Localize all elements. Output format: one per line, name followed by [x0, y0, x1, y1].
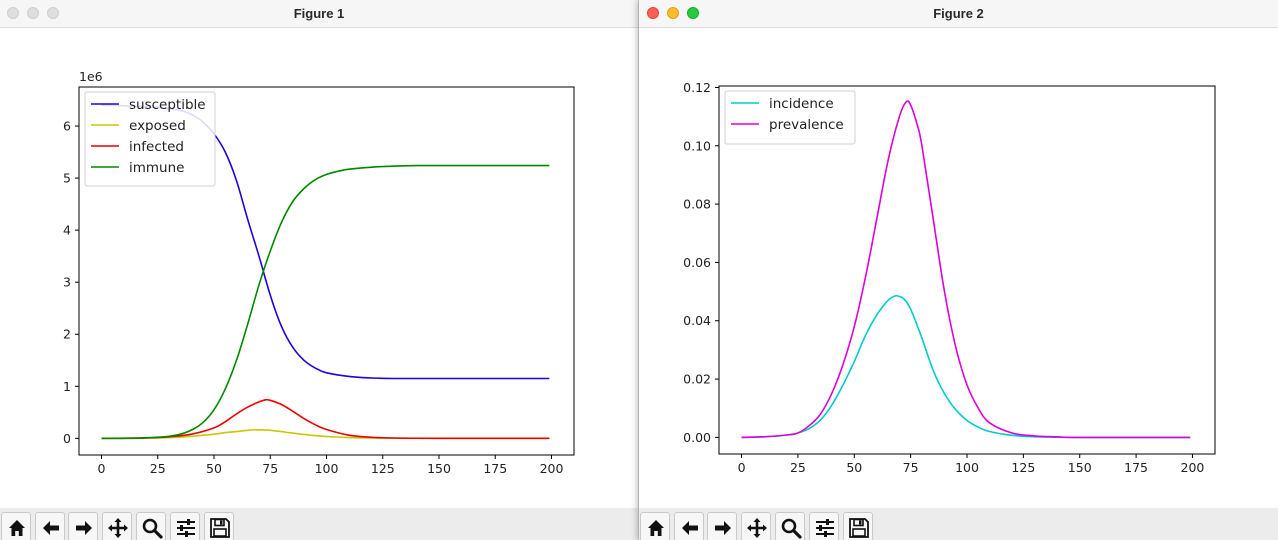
configure-subplots-icon — [177, 519, 195, 537]
y-tick-label: 6 — [63, 119, 71, 134]
x-tick-label: 200 — [1181, 460, 1205, 475]
x-tick-label: 125 — [371, 461, 395, 476]
back-arrow-button[interactable] — [674, 512, 704, 540]
x-tick-label: 75 — [262, 461, 278, 476]
x-tick-label: 0 — [738, 460, 746, 475]
y-tick-label: 2 — [63, 327, 71, 342]
home-button[interactable] — [640, 512, 670, 540]
y-tick-label: 4 — [63, 223, 71, 238]
legend-label-immune: immune — [129, 160, 184, 176]
window-title: Figure 2 — [933, 6, 984, 21]
zoom-icon — [142, 518, 163, 539]
series-line-immune — [101, 164, 550, 440]
y-tick-label: 0.00 — [683, 430, 711, 445]
x-tick-label: 125 — [1011, 460, 1035, 475]
y-tick-label: 3 — [63, 275, 71, 290]
close-button[interactable] — [7, 7, 19, 19]
title-bar[interactable]: Figure 2 — [639, 0, 1278, 28]
configure-subplots-button[interactable] — [170, 512, 200, 540]
x-tick-label: 50 — [206, 461, 222, 476]
pan-button[interactable] — [102, 512, 132, 540]
x-tick-label: 175 — [483, 461, 507, 476]
x-tick-label: 200 — [540, 461, 564, 476]
legend-label-susceptible: susceptible — [129, 97, 206, 113]
back-arrow-icon — [43, 521, 59, 535]
pan-button[interactable] — [741, 512, 771, 540]
pan-icon — [747, 518, 767, 538]
x-tick-label: 25 — [150, 461, 166, 476]
y-tick-label: 0.06 — [683, 255, 711, 270]
title-bar[interactable]: Figure 1 — [0, 0, 638, 28]
legend-label-prevalence: prevalence — [769, 117, 844, 133]
forward-arrow-icon — [715, 521, 731, 535]
close-button[interactable] — [647, 7, 659, 19]
back-arrow-icon — [682, 521, 698, 535]
x-tick-label: 100 — [315, 461, 339, 476]
configure-subplots-icon — [816, 519, 834, 537]
y-offset-label: 1e6 — [79, 69, 103, 84]
configure-subplots-button[interactable] — [809, 512, 839, 540]
legend — [724, 90, 856, 145]
x-tick-label: 175 — [1124, 460, 1148, 475]
navigation-toolbar — [639, 508, 1278, 540]
y-tick-label: 0 — [63, 431, 71, 446]
x-tick-label: 0 — [98, 461, 106, 476]
x-tick-label: 150 — [1068, 460, 1092, 475]
y-tick-label: 0.02 — [683, 372, 711, 387]
navigation-toolbar — [0, 508, 638, 540]
figure-1-chart: 0 25 50 75 100 125 150 175 200 0 1 2 3 4 5 6 1e6 suscepti… — [63, 69, 575, 476]
forward-arrow-button[interactable] — [707, 512, 737, 540]
save-icon — [210, 518, 230, 538]
home-icon — [9, 520, 25, 536]
x-tick-label: 25 — [790, 460, 806, 475]
y-tick-label: 0.04 — [683, 313, 711, 328]
window-title: Figure 1 — [293, 6, 345, 21]
pan-icon — [108, 518, 128, 538]
legend-label-infected: infected — [129, 139, 184, 155]
zoom-icon — [781, 518, 802, 539]
figure-2-chart: 0 25 50 75 100 125 150 175 200 0.00 0.02 0.04 0.06 0.… — [683, 80, 1216, 475]
zoom-button[interactable] — [775, 512, 805, 540]
forward-arrow-button[interactable] — [68, 512, 98, 540]
save-button[interactable] — [204, 512, 234, 540]
zoom-button[interactable] — [687, 7, 699, 19]
figure-2-window: Figure 2 0 25 50 75 100 125 150 175 200 0.00 0.02 0… — [639, 0, 1278, 540]
series-line-incidence — [741, 294, 1191, 439]
zoom-button[interactable] — [136, 512, 166, 540]
series-line-prevalence — [741, 100, 1191, 439]
legend-label-exposed: exposed — [129, 118, 186, 134]
y-tick-label: 0.08 — [683, 197, 711, 212]
save-icon — [849, 518, 869, 538]
series-line-infected — [101, 398, 550, 440]
back-arrow-button[interactable] — [35, 512, 65, 540]
y-tick-label: 0.10 — [683, 138, 711, 153]
x-tick-label: 100 — [955, 460, 979, 475]
save-button[interactable] — [843, 512, 873, 540]
zoom-button[interactable] — [47, 7, 59, 19]
forward-arrow-icon — [76, 521, 92, 535]
home-button[interactable] — [1, 512, 31, 540]
x-tick-label: 75 — [903, 460, 919, 475]
legend-label-incidence: incidence — [769, 96, 834, 112]
y-tick-label: 5 — [63, 171, 71, 186]
minimize-button[interactable] — [667, 7, 679, 19]
y-tick-label: 1 — [63, 379, 71, 394]
figure-1-window: Figure 1 0 25 50 75 100 125 150 175 200 0 1 2 3 4 5 6 1e… — [0, 0, 638, 540]
home-icon — [648, 520, 664, 536]
y-tick-label: 0.12 — [683, 80, 711, 95]
minimize-button[interactable] — [27, 7, 39, 19]
legend — [84, 91, 216, 187]
x-tick-label: 50 — [846, 460, 862, 475]
x-tick-label: 150 — [427, 461, 451, 476]
